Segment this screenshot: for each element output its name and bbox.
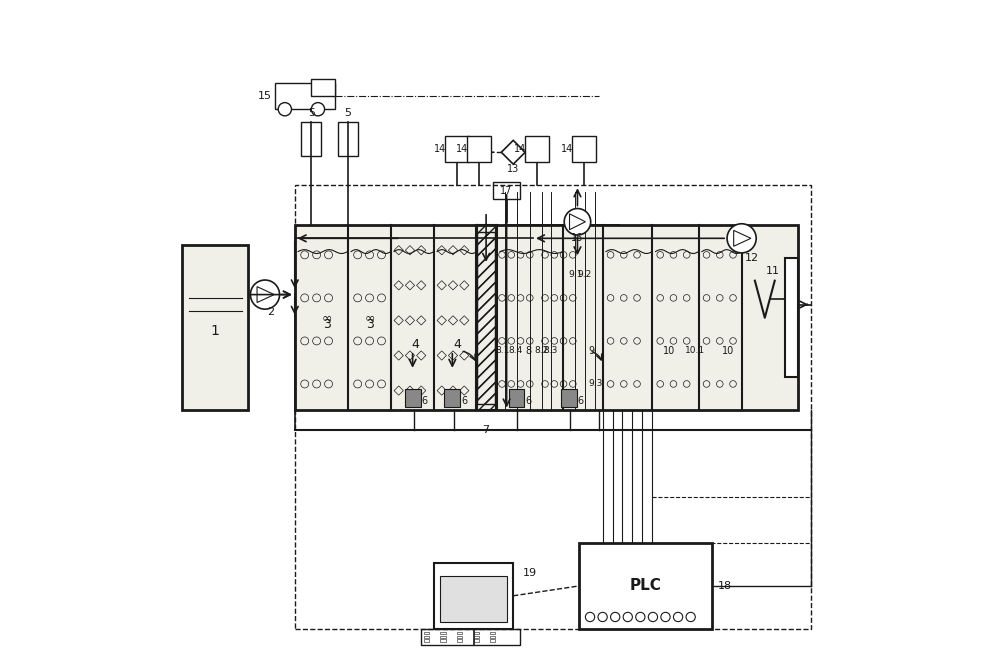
- Text: 11: 11: [766, 266, 780, 277]
- Bar: [311, 79, 335, 96]
- Text: 9: 9: [588, 346, 594, 356]
- Bar: [424, 632, 429, 634]
- Bar: [474, 632, 479, 634]
- Text: 10: 10: [722, 346, 735, 356]
- Bar: [445, 136, 469, 162]
- Circle shape: [564, 209, 591, 235]
- Text: ∞: ∞: [364, 311, 375, 324]
- Bar: [579, 543, 712, 629]
- Bar: [785, 258, 798, 377]
- Bar: [474, 636, 479, 638]
- Bar: [440, 639, 446, 642]
- Bar: [424, 639, 429, 642]
- Text: ∞: ∞: [321, 311, 332, 324]
- Bar: [275, 83, 334, 109]
- Text: 10.1: 10.1: [685, 346, 705, 355]
- Text: 17: 17: [500, 185, 513, 196]
- Circle shape: [278, 103, 291, 116]
- Circle shape: [250, 280, 280, 309]
- Bar: [490, 636, 495, 638]
- Text: 2: 2: [267, 307, 274, 318]
- Bar: [440, 576, 507, 622]
- Bar: [474, 639, 479, 642]
- Text: 4: 4: [411, 338, 419, 351]
- Text: 18: 18: [718, 581, 732, 591]
- Bar: [457, 636, 462, 638]
- Text: 7: 7: [483, 425, 490, 436]
- Text: 9.1: 9.1: [568, 270, 583, 279]
- Text: 10: 10: [663, 346, 675, 356]
- Text: 13: 13: [507, 164, 519, 174]
- Bar: [493, 182, 520, 199]
- Bar: [476, 225, 496, 410]
- Text: 3: 3: [323, 318, 330, 331]
- Text: 8: 8: [525, 346, 532, 356]
- Text: 14: 14: [561, 144, 573, 154]
- Polygon shape: [501, 140, 525, 164]
- Bar: [440, 636, 446, 638]
- Bar: [457, 639, 462, 642]
- Bar: [561, 389, 577, 407]
- Text: 14: 14: [514, 144, 526, 154]
- Text: 1: 1: [211, 324, 220, 338]
- Bar: [338, 122, 358, 156]
- Text: 19: 19: [523, 567, 537, 578]
- Text: 5: 5: [308, 107, 315, 118]
- Circle shape: [311, 103, 325, 116]
- Bar: [477, 232, 495, 404]
- Bar: [457, 632, 462, 634]
- Bar: [509, 389, 524, 407]
- Bar: [440, 632, 446, 634]
- Bar: [490, 632, 495, 634]
- Text: PLC: PLC: [630, 579, 662, 593]
- Text: 6: 6: [525, 395, 532, 406]
- Text: 15: 15: [258, 91, 272, 101]
- Bar: [572, 136, 596, 162]
- Bar: [405, 389, 421, 407]
- Text: 8.2: 8.2: [534, 346, 548, 355]
- Bar: [424, 636, 429, 638]
- Text: 8.3: 8.3: [543, 346, 557, 355]
- Circle shape: [727, 224, 756, 253]
- Bar: [421, 629, 520, 645]
- Bar: [295, 185, 811, 629]
- Bar: [301, 122, 321, 156]
- Text: 3: 3: [366, 318, 374, 331]
- Bar: [295, 225, 798, 410]
- Bar: [182, 245, 248, 410]
- Text: 6: 6: [461, 395, 467, 406]
- Text: 6: 6: [421, 395, 428, 406]
- Text: 8.1: 8.1: [495, 346, 510, 355]
- Bar: [434, 563, 513, 629]
- Bar: [525, 136, 549, 162]
- Text: 14: 14: [434, 144, 446, 154]
- Bar: [444, 389, 460, 407]
- Text: 6: 6: [578, 395, 584, 406]
- Text: 8.4: 8.4: [509, 346, 523, 355]
- Text: 9.2: 9.2: [578, 270, 592, 279]
- Text: 5: 5: [344, 107, 351, 118]
- Text: 4: 4: [453, 338, 461, 351]
- Text: 9.3: 9.3: [589, 379, 603, 389]
- Text: 14: 14: [455, 144, 468, 154]
- Text: 16: 16: [571, 233, 584, 244]
- Text: 12: 12: [744, 253, 759, 263]
- Bar: [490, 639, 495, 642]
- Bar: [467, 136, 491, 162]
